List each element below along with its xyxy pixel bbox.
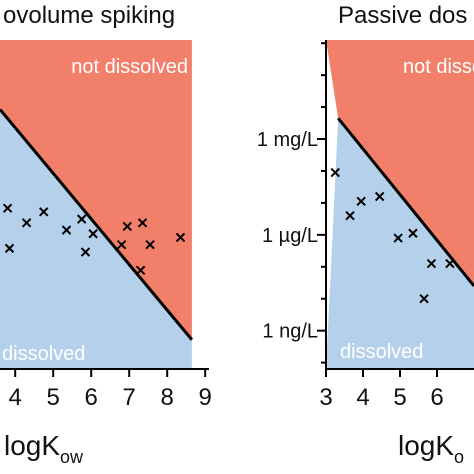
left-x-axis-label-sub: ow — [60, 447, 84, 467]
left-data-point-3 — [38, 207, 49, 217]
left-data-point-6 — [80, 247, 91, 257]
left-data-point-2 — [21, 218, 32, 228]
left-data-point-5-stroke-b — [76, 214, 87, 224]
right-region-label-not-dissolved: not dissolved — [403, 56, 474, 78]
left-region-dissolved — [0, 109, 192, 369]
right-data-point-2-stroke-b — [356, 196, 366, 207]
right-y-tick-label-1: 1 µg/L — [262, 225, 318, 247]
right-data-point-4 — [393, 233, 403, 243]
left-x-tick-label-2: 6 — [85, 384, 98, 411]
left-panel-title: ovolume spiking — [3, 2, 175, 29]
right-y-ticks: 1 mg/L 1 µg/L 1 ng/L — [257, 42, 326, 364]
right-region-not-dissolved — [326, 40, 474, 286]
left-region-not-dissolved — [0, 40, 192, 340]
left-region-layer — [0, 40, 192, 369]
left-x-tick-label-5: 9 — [199, 384, 212, 411]
left-data-point-1 — [4, 243, 15, 254]
right-x-axis-label: logKo — [398, 430, 464, 467]
right-x-axis-label-main: logK — [398, 430, 454, 461]
left-x-axis-label-main: logK — [4, 430, 60, 461]
right-x-tick-label-0: 3 — [319, 384, 332, 411]
left-data-point-0 — [2, 203, 13, 213]
left-data-point-5 — [76, 214, 87, 224]
left-panel: ovolume spiking not dissolved dissolved … — [0, 2, 212, 467]
right-y-tick-label-2: 1 ng/L — [262, 321, 318, 343]
left-x-tick-label-0: 4 — [9, 384, 22, 411]
left-data-point-4 — [61, 225, 72, 235]
left-data-point-11 — [137, 218, 148, 228]
left-data-point-2-stroke-b — [21, 218, 32, 228]
right-marks-layer — [330, 117, 474, 304]
right-x-axis-label-sub: o — [454, 447, 464, 467]
left-data-point-13 — [175, 232, 186, 243]
left-solubility-boundary-line — [0, 108, 194, 341]
right-panel-title: Passive dos — [338, 2, 467, 29]
left-region-label-not-dissolved: not dissolved — [71, 56, 188, 78]
left-data-point-12 — [145, 240, 155, 250]
right-x-tick-label-3: 6 — [430, 384, 443, 411]
right-region-dissolved — [326, 118, 474, 369]
right-data-point-1 — [345, 210, 355, 221]
left-data-point-0-stroke-b — [2, 203, 13, 213]
left-x-tick-label-4: 8 — [161, 384, 174, 411]
right-data-point-2 — [356, 196, 366, 207]
left-data-point-7-stroke-b — [88, 229, 98, 239]
left-x-tick-label-3: 7 — [123, 384, 136, 411]
right-data-point-6-stroke-b — [419, 294, 429, 304]
left-marks-layer — [0, 108, 194, 341]
left-data-point-8-stroke-b — [116, 240, 127, 250]
right-data-point-4-stroke-b — [393, 233, 403, 243]
left-x-axis-label: logKow — [4, 430, 84, 467]
right-solubility-boundary-line — [337, 117, 474, 287]
right-x-tick-label-2: 5 — [393, 384, 406, 411]
right-y-tick-label-0: 1 mg/L — [257, 129, 318, 151]
left-data-point-3-stroke-b — [38, 207, 49, 217]
left-x-tick-label-1: 5 — [47, 384, 60, 411]
left-data-point-10-stroke-b — [135, 265, 146, 276]
left-data-point-6-stroke-b — [80, 247, 91, 257]
left-data-point-9-stroke-b — [122, 221, 133, 232]
right-data-point-5 — [408, 228, 418, 238]
left-data-point-13-stroke-b — [175, 232, 186, 243]
right-data-point-3-stroke-b — [374, 191, 385, 202]
left-data-point-7 — [88, 229, 98, 239]
right-data-point-7-stroke-b — [426, 258, 437, 269]
left-data-point-10 — [135, 265, 146, 276]
left-data-point-8 — [116, 240, 127, 250]
left-data-point-4-stroke-b — [61, 225, 72, 235]
right-data-point-3 — [374, 191, 385, 202]
right-x-tick-label-1: 4 — [356, 384, 369, 411]
right-data-point-7 — [426, 258, 437, 269]
left-data-point-9 — [122, 221, 133, 232]
left-region-label-dissolved: dissolved — [2, 343, 85, 365]
right-data-point-8 — [445, 258, 455, 269]
right-data-point-1-stroke-b — [345, 210, 355, 221]
right-data-point-6 — [419, 294, 429, 304]
right-panel: Passive dos not dissolved dissolved 1 mg… — [257, 2, 474, 467]
right-region-layer — [326, 40, 474, 369]
right-data-point-0 — [330, 167, 340, 178]
right-data-point-5-stroke-b — [408, 228, 418, 238]
left-data-point-12-stroke-b — [145, 240, 155, 250]
right-region-label-dissolved: dissolved — [340, 341, 423, 363]
left-data-point-1-stroke-b — [4, 243, 15, 254]
right-data-point-8-stroke-b — [445, 258, 455, 269]
right-data-point-0-stroke-b — [330, 167, 340, 178]
left-data-point-11-stroke-b — [137, 218, 148, 228]
